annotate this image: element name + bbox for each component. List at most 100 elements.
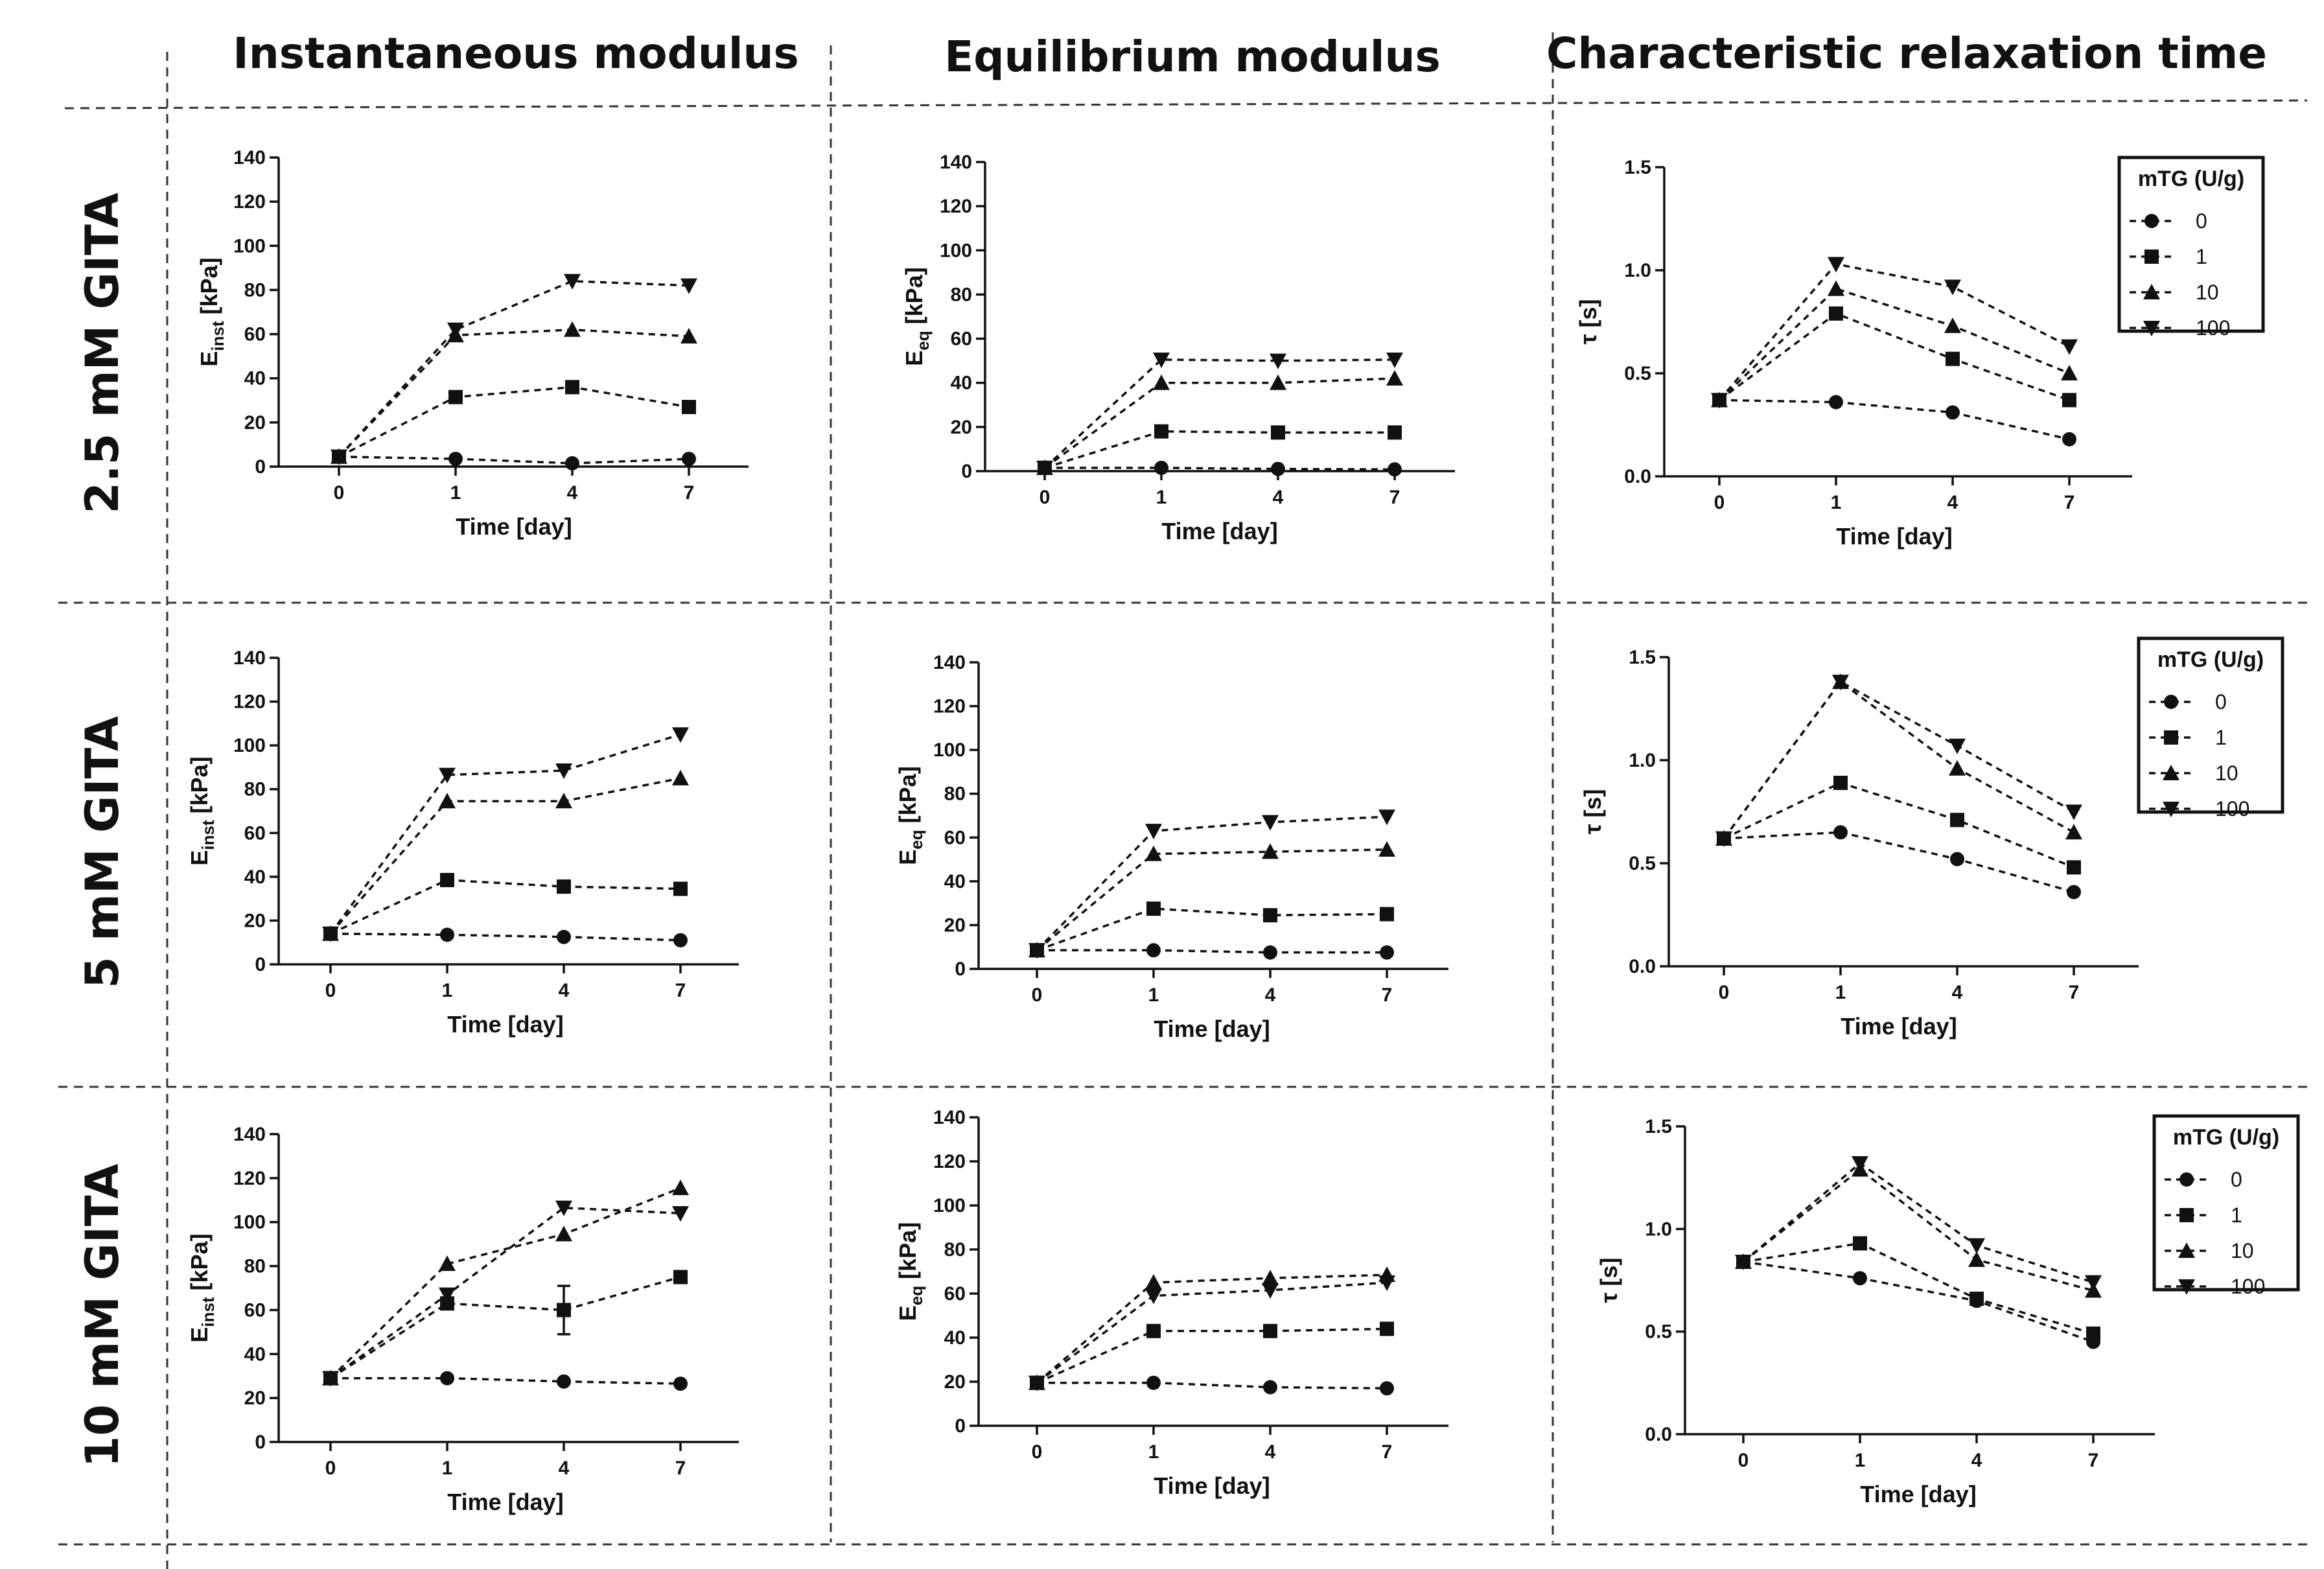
- data-point-mtg-10: [439, 1255, 456, 1272]
- x-tick-label: 1: [1156, 487, 1167, 508]
- x-axis-title: Time [day]: [1860, 1481, 1976, 1507]
- data-point-mtg-100: [1028, 943, 1045, 959]
- x-tick-label: 1: [450, 482, 461, 504]
- y-axis-title: Eeq [kPa]: [901, 267, 933, 366]
- series-line-mtg-0: [330, 932, 681, 942]
- y-tick-label: 100: [940, 240, 972, 261]
- x-tick-label: 7: [1382, 984, 1393, 1006]
- legend-row2: mTG (U/g) 0 1 10 100: [2137, 636, 2284, 820]
- y-axis-title: Einst [kPa]: [186, 1233, 218, 1342]
- y-axis-title: Eeq [kPa]: [894, 1222, 926, 1321]
- grid-hline-1: [64, 99, 2308, 110]
- legend-frame: [2137, 636, 2284, 814]
- legend-label-mtg-0: 0: [2231, 1168, 2242, 1191]
- x-tick-label: 4: [1971, 1450, 1982, 1471]
- y-tick-label: 0: [955, 1415, 966, 1437]
- data-point-mtg-1: [1946, 351, 1960, 366]
- y-tick-label: 60: [244, 324, 266, 345]
- data-point-mtg-1: [1388, 425, 1402, 440]
- data-point-mtg-1: [2086, 1326, 2100, 1341]
- x-tick-label: 1: [442, 980, 453, 1001]
- x-tick-label: 4: [559, 980, 570, 1001]
- x-tick-label: 0: [325, 1458, 336, 1479]
- y-tick-label: 140: [933, 1107, 966, 1128]
- data-point-mtg-10: [1270, 374, 1286, 390]
- y-tick-label: 140: [233, 647, 266, 669]
- data-point-mtg-0: [440, 1371, 454, 1386]
- data-point-mtg-10: [672, 1180, 689, 1196]
- y-tick-label: 100: [233, 1212, 266, 1233]
- panel-row1-equilibrium: 0 20 40 60 80 100 120 140 0 1 4 7 Time [day] Eeq [kPa…: [901, 152, 1455, 544]
- row-label-10mm: 10 mM GITA: [76, 1164, 129, 1468]
- data-point-mtg-100: [1832, 675, 1849, 691]
- data-point-mtg-0: [673, 933, 688, 947]
- data-point-mtg-1: [1853, 1236, 1867, 1251]
- x-tick-label: 1: [1148, 1441, 1159, 1463]
- legend-label-mtg-10: 10: [2231, 1239, 2254, 1262]
- y-tick-label: 0: [955, 959, 966, 980]
- legend-title: mTG (U/g): [2138, 167, 2244, 191]
- y-tick-label: 60: [944, 827, 966, 848]
- data-point-mtg-1: [1380, 907, 1394, 922]
- data-point-mtg-1: [1380, 1321, 1394, 1336]
- x-tick-label: 1: [442, 1458, 453, 1479]
- series-line-mtg-1: [1044, 430, 1395, 469]
- series-line-mtg-100: [329, 733, 681, 935]
- data-point-mtg-0: [1271, 461, 1285, 476]
- data-point-mtg-10: [1949, 760, 1966, 776]
- panel-row2-relaxation: 0.0 0.5 1.0 1.5 0 1 4 7 Time [day] τ [s]: [1579, 647, 2139, 1040]
- panel-row1-relaxation: 0.0 0.5 1.0 1.5 0 1 4 7 Time [day] τ [s]: [1575, 157, 2132, 550]
- legend-title: mTG (U/g): [2157, 647, 2264, 672]
- data-point-mtg-10: [2061, 365, 2078, 380]
- legend-marker-mtg-1: [2179, 1208, 2194, 1222]
- data-point-mtg-10: [555, 1226, 572, 1242]
- y-tick-label: 120: [933, 1151, 966, 1172]
- panel-row3-equilibrium: 0 20 40 60 80 100 120 140 0 1 4 7 Time [day] Eeq [kPa…: [894, 1107, 1448, 1499]
- x-tick-label: 4: [1265, 1441, 1276, 1463]
- data-point-mtg-1: [448, 389, 463, 404]
- legend-label-mtg-0: 0: [2215, 690, 2227, 714]
- data-point-mtg-1: [1146, 901, 1161, 916]
- data-point-mtg-1: [1829, 306, 1843, 321]
- y-tick-label: 80: [944, 1239, 966, 1261]
- y-tick-label: 40: [244, 368, 266, 389]
- y-tick-label: 20: [244, 412, 266, 434]
- panel-row3-instantaneous: 0 20 40 60 80 100 120 140 0 1 4 7 Time [day] Einst [k…: [186, 1124, 739, 1515]
- data-point-mtg-100: [680, 278, 697, 294]
- x-tick-label: 7: [2088, 1450, 2099, 1471]
- y-tick-label: 140: [933, 652, 966, 673]
- y-tick-label: 1.0: [1645, 1218, 1672, 1240]
- data-point-mtg-1: [1950, 813, 1964, 828]
- panel-row3-relaxation: 0.0 0.5 1.0 1.5 0 1 4 7 Time [day] τ [s]: [1596, 1116, 2155, 1507]
- series-line-mtg-1: [1718, 312, 2070, 401]
- data-point-mtg-100: [555, 763, 572, 779]
- data-point-mtg-100: [1378, 809, 1395, 826]
- data-point-mtg-1: [565, 380, 579, 395]
- data-point-mtg-0: [682, 452, 696, 467]
- data-point-mtg-0: [1853, 1271, 1867, 1286]
- panel-row1-instantaneous: 0 20 40 60 80 100 120 140 0 1 4 7 Time [day] Einst [k…: [196, 147, 749, 540]
- y-tick-label: 140: [233, 147, 266, 169]
- x-tick-label: 0: [1714, 492, 1725, 513]
- y-tick-label: 1.0: [1624, 260, 1651, 281]
- data-point-mtg-1: [682, 400, 696, 415]
- data-point-mtg-10: [672, 769, 689, 785]
- x-tick-label: 7: [684, 482, 695, 504]
- legend-marker-mtg-10: [2178, 1242, 2195, 1258]
- y-tick-label: 60: [944, 1283, 966, 1305]
- data-point-mtg-100: [1828, 257, 1844, 273]
- y-tick-label: 60: [951, 329, 972, 350]
- data-point-mtg-0: [673, 1377, 688, 1391]
- data-point-mtg-1: [440, 1296, 454, 1311]
- series-line-mtg-1: [338, 386, 690, 458]
- x-tick-label: 0: [1040, 487, 1051, 508]
- data-point-mtg-0: [1833, 825, 1848, 840]
- data-point-mtg-100: [672, 1206, 689, 1222]
- y-tick-label: 0: [255, 954, 266, 975]
- x-tick-label: 0: [1719, 982, 1730, 1003]
- data-point-mtg-100: [1270, 353, 1286, 369]
- data-point-mtg-1: [440, 872, 454, 887]
- legend-title: mTG (U/g): [2173, 1125, 2279, 1150]
- x-axis-title: Time [day]: [447, 1489, 563, 1515]
